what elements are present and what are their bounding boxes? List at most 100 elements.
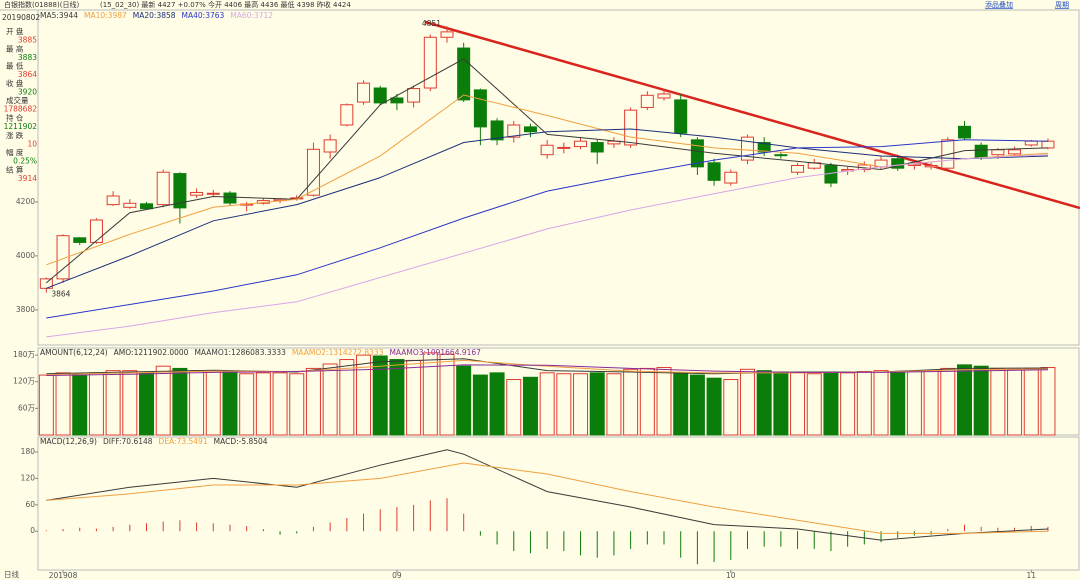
candle-body bbox=[357, 82, 371, 103]
candle-body bbox=[457, 47, 471, 101]
candle-body bbox=[490, 120, 504, 141]
volume-bar bbox=[706, 377, 722, 436]
candle-body bbox=[223, 192, 237, 204]
volume-bar bbox=[890, 371, 906, 436]
volume-bar bbox=[973, 365, 989, 436]
x-tick-label: 09 bbox=[392, 571, 402, 580]
volume-bar bbox=[72, 374, 88, 436]
volume-bar bbox=[406, 359, 422, 436]
info-label: 结 算 bbox=[6, 164, 24, 174]
candle-body bbox=[624, 109, 638, 146]
volume-bar bbox=[773, 371, 789, 436]
volume-bar bbox=[739, 368, 755, 436]
candle-body bbox=[323, 139, 337, 153]
candle-body bbox=[190, 191, 204, 196]
volume-bar bbox=[1040, 367, 1056, 436]
volume-bar bbox=[289, 373, 305, 436]
y-tick-label: 0 bbox=[30, 526, 35, 535]
volume-bar bbox=[923, 370, 939, 436]
volume-bar bbox=[356, 354, 372, 436]
volume-bar bbox=[823, 372, 839, 436]
volume-bar bbox=[840, 372, 856, 436]
volume-bar bbox=[873, 370, 889, 436]
candle-body bbox=[373, 87, 387, 104]
legend-entry: DIFF:70.6148 bbox=[103, 437, 153, 446]
candle-body bbox=[56, 235, 70, 280]
y-tick-label: 3800 bbox=[16, 305, 35, 314]
volume-bar bbox=[389, 359, 405, 436]
info-label: 最 低 bbox=[6, 61, 24, 71]
candle-body bbox=[156, 171, 170, 206]
volume-bar bbox=[172, 367, 188, 436]
volume-bar bbox=[489, 372, 505, 436]
candle-body bbox=[674, 99, 688, 134]
indicator-line bbox=[46, 139, 1049, 319]
volume-bar bbox=[205, 370, 221, 436]
overlay-link[interactable]: 添品叠加 bbox=[985, 0, 1013, 9]
candle-body bbox=[1008, 149, 1022, 155]
candle-body bbox=[73, 237, 87, 243]
x-tick-label: 10 bbox=[726, 571, 736, 580]
legend-entry: MA40:3763 bbox=[182, 11, 225, 20]
candle-body bbox=[724, 171, 738, 184]
volume-bar bbox=[1007, 368, 1023, 436]
legend-entry: MA20:3858 bbox=[133, 11, 176, 20]
indicator-line bbox=[46, 154, 1049, 338]
volume-bar bbox=[222, 371, 238, 436]
info-value: 1788682 bbox=[4, 105, 38, 114]
volume-bar bbox=[673, 372, 689, 436]
volume-bar bbox=[322, 363, 338, 436]
candle-body bbox=[173, 173, 187, 209]
legend-entry: MA10:3987 bbox=[84, 11, 127, 20]
legend-entry: DEA:73.5491 bbox=[159, 437, 208, 446]
candle-body bbox=[657, 93, 671, 99]
trend-line bbox=[424, 20, 1080, 210]
volume-bar bbox=[906, 371, 922, 436]
volume-bar bbox=[55, 372, 71, 436]
candle-body bbox=[340, 104, 354, 126]
legend-entry: MAAMO3:1091664.9167 bbox=[389, 348, 481, 357]
volume-bar bbox=[806, 373, 822, 436]
info-label: 涨 跌 bbox=[6, 130, 24, 140]
candle-body bbox=[473, 89, 487, 128]
candle-body bbox=[907, 163, 921, 166]
volume-bar bbox=[1023, 367, 1039, 436]
candle-body bbox=[974, 144, 988, 159]
volume-bar bbox=[656, 367, 672, 436]
header-quote: (15_02_30) 最新 4427 +0.07% 今开 4406 最高 443… bbox=[100, 0, 351, 9]
volume-bar bbox=[790, 372, 806, 436]
indicator-line bbox=[45, 58, 1049, 284]
candle-body bbox=[540, 144, 554, 156]
candle-body bbox=[206, 192, 220, 195]
volume-bar bbox=[422, 352, 438, 436]
candle-body bbox=[774, 154, 788, 157]
indicator-line bbox=[46, 462, 1049, 534]
legend-entry: MA5:3944 bbox=[40, 11, 78, 20]
price-annotation: 4851 bbox=[422, 19, 441, 28]
candle-body bbox=[106, 195, 120, 206]
y-tick-label: 120万 bbox=[13, 377, 35, 386]
volume-bar bbox=[606, 373, 622, 436]
x-tick-label: 11 bbox=[1026, 571, 1036, 580]
candle-body bbox=[707, 162, 721, 181]
candle-body bbox=[791, 164, 805, 173]
volume-bar bbox=[756, 370, 772, 436]
volume-bar bbox=[639, 367, 655, 436]
volume-bar bbox=[88, 372, 104, 436]
info-value: 3864 bbox=[18, 70, 37, 79]
candle-body bbox=[1024, 140, 1038, 146]
period-link[interactable]: 周期 bbox=[1055, 1, 1069, 9]
price-annotation: 3864 bbox=[51, 290, 70, 299]
header-title: 白银指数(01888)(日线) bbox=[4, 0, 79, 9]
x-tick-label: 201908 bbox=[49, 571, 78, 580]
candle-body bbox=[407, 88, 421, 103]
volume-bar bbox=[272, 372, 288, 436]
volume-bar bbox=[139, 372, 155, 436]
candle-body bbox=[557, 146, 571, 149]
candle-body bbox=[991, 149, 1005, 156]
volume-bar bbox=[856, 371, 872, 436]
x-axis-label: 日线 bbox=[4, 569, 19, 579]
